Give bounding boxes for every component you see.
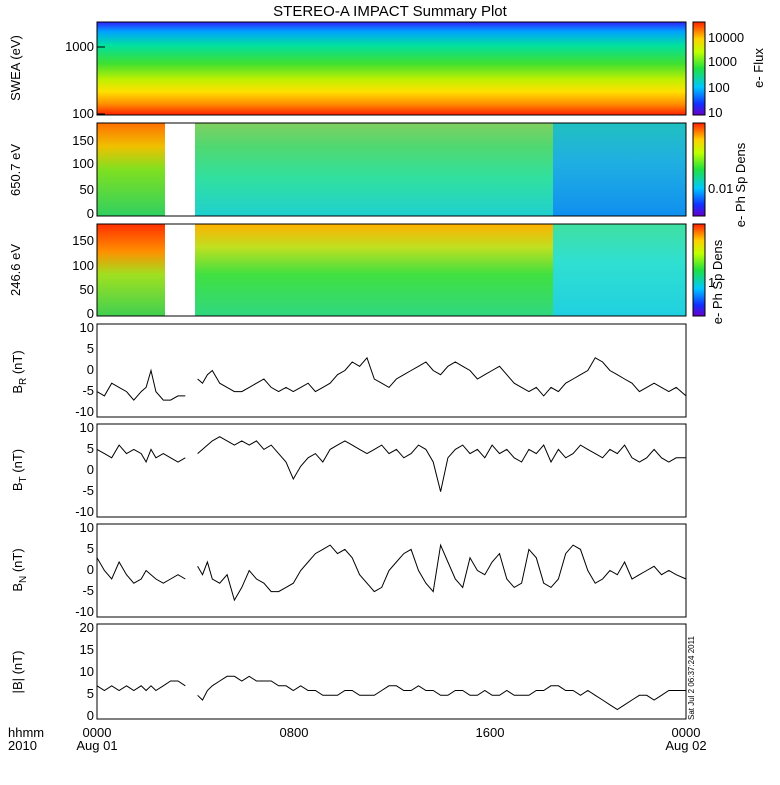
br-ytick-m5: -5 [82, 383, 94, 398]
bt-panel: BT (nT) 10 5 0 -5 -10 [10, 420, 687, 519]
time-tick-0000-start: 0000 [83, 725, 112, 740]
pad-246-heatmap-main [195, 224, 553, 316]
pad-650-cbar-tick: 0.01 [708, 181, 733, 196]
br-series [96, 356, 687, 401]
bn-ylabel: BN (nT) [10, 548, 29, 591]
bn-panel: BN (nT) 10 5 0 -5 -10 [10, 520, 687, 619]
bmag-panel: |B| (nT) 20 15 10 5 0 Sat Jul 2 06:37:24… [10, 620, 696, 723]
swea-ytick-100: 100 [72, 106, 94, 121]
bt-line-segment-after-gap [197, 436, 686, 492]
pad-246-colorbar [692, 223, 706, 317]
bt-ytick-m10: -10 [75, 504, 94, 519]
time-tick-1600: 1600 [476, 725, 505, 740]
pad-246-heatmap-right [553, 224, 686, 316]
br-line-segment-before-gap [96, 368, 186, 401]
pad-650-ytick-0: 0 [87, 206, 94, 221]
bn-ytick-5: 5 [87, 541, 94, 556]
swea-ylabel: SWEA (eV) [8, 35, 23, 101]
bn-ytick-m10: -10 [75, 604, 94, 619]
br-ytick-0: 0 [87, 362, 94, 377]
swea-cbar-tick-100: 100 [708, 80, 730, 95]
pad-246-ytick-50: 50 [80, 282, 94, 297]
br-line-segment-after-gap [197, 356, 687, 397]
pad-246-ytick-150: 150 [72, 233, 94, 248]
pad-246-heatmap-left [97, 224, 165, 316]
swea-cbar-tick-1000: 1000 [708, 54, 737, 69]
pad-650-data-gap [165, 123, 195, 216]
bmag-ytick-5: 5 [87, 686, 94, 701]
swea-heatmap [97, 22, 686, 115]
br-panel: BR (nT) 10 5 0 -5 -10 [10, 320, 687, 419]
plot-title: STEREO-A IMPACT Summary Plot [273, 3, 507, 20]
pad-246-data-gap [165, 224, 195, 316]
br-ylabel: BR (nT) [10, 350, 29, 393]
bt-series [96, 436, 686, 492]
swea-panel: SWEA (eV) 1000 100 10000 1000 100 10 e- … [8, 21, 766, 121]
time-axis: hhmm 2010 0000 0800 1600 0000 Aug 01 Aug… [8, 725, 707, 753]
bt-ytick-10: 10 [80, 420, 94, 435]
bmag-line-segment-before-gap [96, 680, 186, 692]
pad-246-ylabel: 246.6 eV [8, 244, 23, 296]
pad-246-cbar-tick: 1 [708, 275, 715, 290]
pad-650-ylabel: 650.7 eV [8, 144, 23, 196]
pad-650-ytick-150: 150 [72, 133, 94, 148]
bmag-ytick-0: 0 [87, 708, 94, 723]
pad-650-colorbar [692, 122, 706, 217]
pad-650-heatmap-right [553, 123, 686, 216]
pad-650-ytick-100: 100 [72, 156, 94, 171]
br-ytick-m10: -10 [75, 404, 94, 419]
bmag-ytick-15: 15 [80, 642, 94, 657]
swea-cbar-tick-10000: 10000 [708, 30, 744, 45]
br-ytick-10: 10 [80, 320, 94, 335]
swea-cbar-tick-10: 10 [708, 105, 722, 120]
pad-246-panel: 246.6 eV 150 100 50 0 1 e- Ph Sp Dens [8, 223, 725, 324]
bn-line-segment-before-gap [96, 557, 186, 584]
bmag-series [96, 675, 686, 711]
bt-ytick-0: 0 [87, 462, 94, 477]
swea-ytick-1000: 1000 [65, 39, 94, 54]
bt-ytick-m5: -5 [82, 483, 94, 498]
pad-246-cbar-label: e- Ph Sp Dens [710, 239, 725, 324]
pad-650-panel: 650.7 eV 150 100 50 0 0.01 e- Ph Sp Dens [8, 122, 748, 227]
time-date-aug01: Aug 01 [76, 738, 117, 753]
bn-ytick-10: 10 [80, 520, 94, 535]
bn-ytick-m5: -5 [82, 583, 94, 598]
time-date-aug02: Aug 02 [665, 738, 706, 753]
bt-ytick-5: 5 [87, 441, 94, 456]
bt-line-segment-before-gap [96, 444, 186, 464]
pad-246-ytick-0: 0 [87, 306, 94, 321]
bn-ytick-0: 0 [87, 562, 94, 577]
swea-cbar-label: e- Flux [751, 48, 766, 88]
time-tick-0000-end: 0000 [672, 725, 701, 740]
pad-650-heatmap-main [195, 123, 553, 216]
br-ytick-5: 5 [87, 341, 94, 356]
time-tick-0800: 0800 [280, 725, 309, 740]
bmag-ytick-10: 10 [80, 664, 94, 679]
time-axis-year-label: 2010 [8, 738, 37, 753]
pad-650-cbar-label: e- Ph Sp Dens [733, 142, 748, 227]
time-axis-hhmm-label: hhmm [8, 725, 44, 740]
bmag-ytick-20: 20 [80, 620, 94, 635]
pad-650-ytick-50: 50 [80, 182, 94, 197]
pad-650-heatmap-left [97, 123, 165, 216]
run-timestamp: Sat Jul 2 06:37:24 2011 [687, 636, 696, 720]
bn-series [96, 543, 687, 602]
swea-colorbar [692, 21, 706, 116]
bn-line-segment-after-gap [197, 543, 687, 602]
bmag-line-segment-after-gap [197, 675, 686, 711]
pad-246-ytick-100: 100 [72, 258, 94, 273]
bmag-ylabel: |B| (nT) [10, 651, 25, 694]
bt-ylabel: BT (nT) [10, 449, 29, 491]
